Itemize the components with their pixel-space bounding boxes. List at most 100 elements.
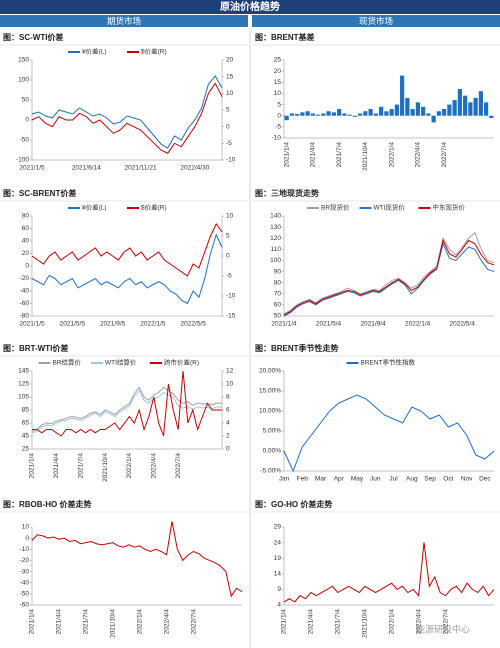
y2-tick-label: 2 [226,433,230,440]
bar [436,111,441,116]
bar [321,113,326,116]
y-tick-label: 0.00% [263,448,282,455]
x-tick-label: 2022/7/4 [441,142,448,168]
y-tick-label: 85 [22,407,30,414]
y-tick-label: 130 [270,224,281,231]
bar [305,111,310,116]
header-bar [0,0,500,14]
bar [368,109,373,116]
y2-tick-label: 0 [226,123,230,130]
y-tick-label: 145 [18,368,29,375]
y-tick-label: -5.00% [260,468,281,475]
x-tick-label: 2021/5/4 [316,321,342,328]
y-tick-label: 20 [22,250,30,257]
x-tick-label: 2022/7/4 [175,453,182,479]
chart-title: 图：SC-WTI价差 [3,32,63,42]
line-series [31,82,223,154]
legend-label: WTI结算价 [105,358,137,367]
line-series [283,542,495,603]
y2-tick-label: -10 [226,293,236,300]
bar [352,115,357,117]
x-tick-label: 2022/4/4 [415,609,422,635]
bar [358,113,363,116]
y-tick-label: -20 [20,275,30,282]
y-tick-label: 80 [274,279,282,286]
bar [331,112,336,116]
y-tick-label: 10.00% [259,408,281,415]
y-tick-label: -40 [20,579,30,586]
bar [384,111,389,116]
y-tick-label: 24 [274,539,282,546]
bar [363,111,368,116]
charts: 图：SC-WTI价差-100-50050100150-10-5051015202… [0,32,500,638]
x-tick-label: 2022/1/4 [388,609,395,635]
y-tick-label: 60 [22,225,30,232]
x-tick-label: 2021/4/4 [56,609,63,635]
x-tick-label: 2021/1/4 [29,453,36,479]
x-tick-label: 2021/1/4 [283,142,290,168]
y-tick-label: 25 [274,57,282,64]
bar [347,114,352,116]
y2-tick-label: 20 [226,57,234,64]
x-tick-label: 2022/4/4 [415,142,422,168]
x-tick-label: 2022/1/5 [140,321,166,328]
bar [379,106,384,116]
y-tick-label: 4 [277,602,281,609]
y-tick-label: 105 [18,394,29,401]
x-tick-label: 2021/1/4 [29,609,36,635]
y-tick-label: 29 [274,524,282,531]
x-tick-label: 2021/1/4 [271,321,297,328]
chart-panel: 图：RBOB-HO 价差走势 -60 -50 -40 -30 -20 -10 0 10 2021/… [0,499,248,638]
y-tick-label: 70 [274,290,282,297]
line-series [32,370,222,437]
y2-tick-label: 6 [226,407,230,414]
x-tick-label: 2022/7/4 [442,609,449,635]
legend-label: 跨市价差(R) [164,358,199,367]
chart-panel: 图：SC-WTI价差-100-50050100150-10-5051015202… [0,32,248,172]
y-tick-label: 90 [274,268,282,275]
y-tick-label: 40 [22,238,30,245]
y-tick-label: 120 [270,235,281,242]
y-tick-label: 5 [277,101,281,108]
y-tick-label: -20 [20,557,30,564]
x-tick-label: 2022/1/4 [136,609,143,635]
y-tick-label: -60 [20,300,30,307]
y-tick-label: -80 [20,313,30,320]
y-tick-label: 0 [277,112,281,119]
bar [326,111,331,116]
y-tick-label: 15 [274,79,282,86]
bar [394,104,399,116]
line-series [31,75,223,149]
y-tick-label: 14 [274,571,282,578]
legend-label: $价差(R) [141,203,167,212]
x-tick-label: 2021/9/4 [360,321,386,328]
y2-tick-label: 15 [226,73,234,80]
line-series [31,233,223,305]
y-tick-label: 140 [270,213,281,220]
x-tick-label: 2021/1/5 [19,165,45,172]
bar [452,100,457,116]
y-tick-label: 80 [22,213,30,220]
chart-panel: 图：GO-HO 价差走势 4 9 14 19 24 29 2021/1/4 2021/4/4 20… [252,499,500,638]
y-tick-label: 5.00% [263,428,282,435]
y2-tick-label: 10 [226,90,234,97]
x-tick-label: Aug [406,476,418,483]
x-tick-label: 2021/5/5 [60,321,86,328]
bar [473,97,478,116]
column-header: 期货市场 [107,16,141,26]
chart-title: 图：BRT-WTI价差 [3,343,68,353]
line-series [31,521,243,598]
watermark: 能源研投中心 [416,623,470,634]
bar [300,112,305,116]
x-tick-label: 2021/9/5 [100,321,126,328]
x-tick-label: 2021/1/5 [19,321,45,328]
bar [426,113,431,116]
legend-label: ¥价差(L) [82,203,107,212]
y-tick-label: 125 [18,381,29,388]
x-tick-label: 2022/1/4 [388,142,395,168]
legend-label: BR现货价 [321,203,350,212]
y2-tick-label: -5 [226,273,232,280]
bar [489,115,494,118]
bar [442,109,447,116]
